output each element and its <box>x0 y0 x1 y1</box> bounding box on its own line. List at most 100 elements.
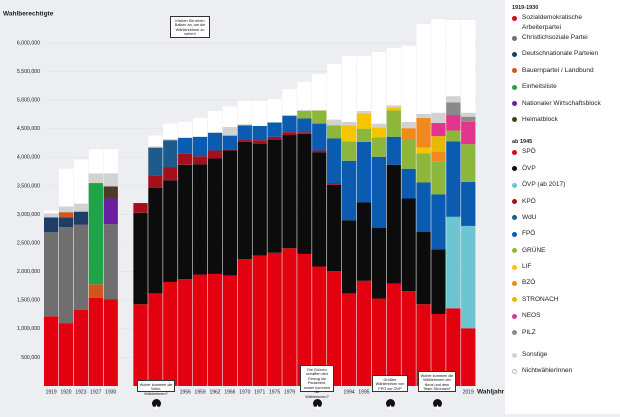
bar-segment[interactable] <box>192 164 208 275</box>
bar-segment[interactable] <box>103 186 118 199</box>
bar-segment[interactable] <box>297 111 312 119</box>
bar-segment[interactable] <box>163 139 178 141</box>
star-button[interactable] <box>432 399 442 411</box>
bar-segment[interactable] <box>327 119 342 126</box>
bar-segment[interactable] <box>103 198 118 225</box>
bar-segment[interactable] <box>163 140 178 168</box>
bar-segment[interactable] <box>237 125 252 140</box>
bar-segment[interactable] <box>252 100 267 126</box>
bar-segment[interactable] <box>207 150 223 159</box>
bar-segment[interactable] <box>297 109 312 112</box>
bar-segment[interactable] <box>446 130 461 142</box>
bar-segment[interactable] <box>431 151 446 162</box>
bar-segment[interactable] <box>416 153 431 183</box>
bar-segment[interactable] <box>148 293 163 386</box>
bar-segment[interactable] <box>386 164 401 284</box>
bar-segment[interactable] <box>44 316 59 386</box>
bar-segment[interactable] <box>178 137 193 154</box>
bar-segment[interactable] <box>207 132 223 151</box>
bar-segment[interactable] <box>73 309 89 386</box>
bar-segment[interactable] <box>222 275 238 386</box>
bar-segment[interactable] <box>431 18 446 113</box>
bar-segment[interactable] <box>416 182 431 232</box>
bar-segment[interactable] <box>327 183 342 185</box>
bar-segment[interactable] <box>44 213 59 218</box>
bar-segment[interactable] <box>44 232 59 317</box>
bar-segment[interactable] <box>103 173 118 187</box>
bar-segment[interactable] <box>282 248 297 386</box>
bar-segment[interactable] <box>192 274 208 386</box>
bar-segment[interactable] <box>267 252 282 386</box>
bar-segment[interactable] <box>237 259 252 386</box>
bar-segment[interactable] <box>446 102 461 116</box>
bar-segment[interactable] <box>461 121 476 145</box>
bar-segment[interactable] <box>163 167 178 181</box>
bar-segment[interactable] <box>88 173 103 184</box>
bar-segment[interactable] <box>416 304 431 386</box>
bar-segment[interactable] <box>222 150 238 276</box>
bar-segment[interactable] <box>356 202 372 281</box>
bar-segment[interactable] <box>341 121 357 126</box>
bar-segment[interactable] <box>297 81 312 110</box>
annotation-box[interactable]: Die Grünen schaffen den Einzug ins Parla… <box>300 365 334 399</box>
bar-segment[interactable] <box>446 115 461 131</box>
bar-segment[interactable] <box>431 123 446 137</box>
bar-segment[interactable] <box>252 125 267 141</box>
bar-segment[interactable] <box>297 133 312 254</box>
bar-segment[interactable] <box>133 203 148 213</box>
bar-segment[interactable] <box>237 124 252 126</box>
bar-segment[interactable] <box>297 253 312 386</box>
bar-segment[interactable] <box>461 112 476 117</box>
bar-segment[interactable] <box>341 56 357 122</box>
bar-segment[interactable] <box>371 137 387 157</box>
bar-segment[interactable] <box>88 149 103 174</box>
bar-segment[interactable] <box>327 138 342 184</box>
bar-segment[interactable] <box>327 271 342 386</box>
bar-segment[interactable] <box>73 211 89 225</box>
bar-segment[interactable] <box>88 183 103 285</box>
bar-segment[interactable] <box>416 113 431 118</box>
bar-segment[interactable] <box>237 139 252 142</box>
bar-segment[interactable] <box>312 266 327 386</box>
bar-segment[interactable] <box>192 117 208 137</box>
bar-segment[interactable] <box>267 139 282 253</box>
bar-segment[interactable] <box>267 122 282 137</box>
bar-segment[interactable] <box>103 299 118 386</box>
bar-segment[interactable] <box>222 127 238 136</box>
bar-segment[interactable] <box>163 180 178 282</box>
bar-segment[interactable] <box>356 141 372 203</box>
bar-segment[interactable] <box>341 293 357 386</box>
bar-segment[interactable] <box>312 150 327 153</box>
bar-segment[interactable] <box>327 125 342 139</box>
bar-segment[interactable] <box>312 73 327 111</box>
bar-segment[interactable] <box>446 96 461 103</box>
bar-segment[interactable] <box>133 304 148 386</box>
bar-segment[interactable] <box>327 64 342 120</box>
bar-segment[interactable] <box>178 121 193 138</box>
bar-segment[interactable] <box>178 153 193 165</box>
annotation-box[interactable]: Woher kommen die Wählerinnen der Neos un… <box>418 371 456 392</box>
bar-segment[interactable] <box>386 110 401 137</box>
bar-segment[interactable] <box>356 111 372 114</box>
bar-segment[interactable] <box>446 216 461 309</box>
bar-segment[interactable] <box>371 123 387 128</box>
bar-segment[interactable] <box>192 156 208 165</box>
bar-segment[interactable] <box>401 198 416 292</box>
bar-segment[interactable] <box>252 140 267 144</box>
bar-segment[interactable] <box>148 146 163 148</box>
bar-segment[interactable] <box>178 164 193 280</box>
bar-segment[interactable] <box>103 224 118 300</box>
bar-segment[interactable] <box>416 117 431 148</box>
bar-segment[interactable] <box>386 283 401 386</box>
star-button[interactable] <box>385 399 395 411</box>
bar-segment[interactable] <box>58 168 74 207</box>
star-button[interactable] <box>151 399 161 411</box>
bar-segment[interactable] <box>237 141 252 260</box>
bar-segment[interactable] <box>371 227 387 299</box>
bar-segment[interactable] <box>178 137 193 138</box>
bar-segment[interactable] <box>58 212 74 218</box>
bar-segment[interactable] <box>356 56 372 112</box>
bar-segment[interactable] <box>252 143 267 256</box>
bar-segment[interactable] <box>58 227 74 324</box>
annotation-box[interactable]: Größter Wählerstrom von FPÖ zur ÖVP <box>372 375 408 392</box>
